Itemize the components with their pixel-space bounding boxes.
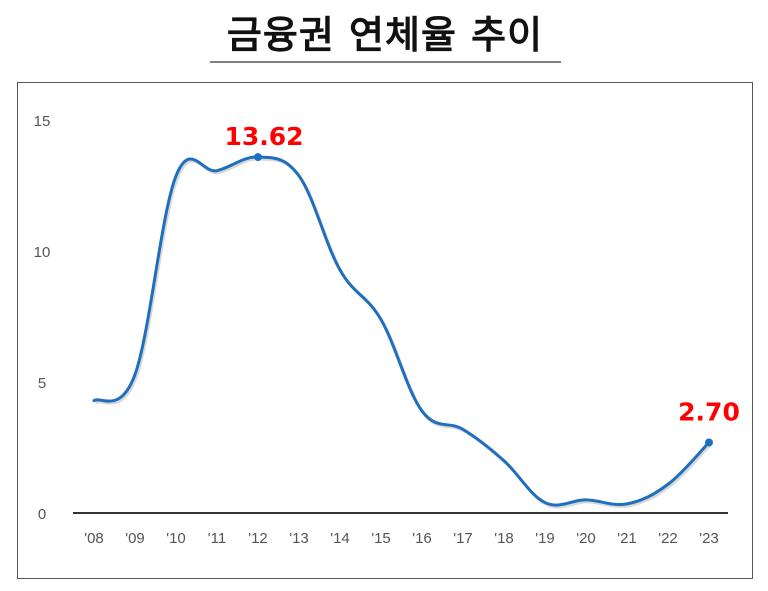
x-tick: '20 [576,530,596,547]
x-tick: '13 [289,530,309,547]
x-tick: '11 [208,530,226,547]
x-tick: '16 [412,530,432,547]
y-tick: 5 [38,375,46,392]
x-tick: '22 [658,530,678,547]
y-tick: 0 [38,506,46,523]
last-value-label: 2.70 [678,397,740,426]
series-line-shadow [94,157,712,509]
x-tick: '18 [494,530,514,547]
y-tick: 15 [34,113,51,130]
peak-marker [254,153,262,162]
title-underline [210,61,561,63]
x-tick: '17 [453,530,473,547]
x-tick: '08 [84,530,104,547]
x-axis: '08 '09 '10 '11 '12 '13 '14 '15 '16 '17 '18 '19 '20 '… [84,530,719,547]
x-tick: '15 [371,530,391,547]
title-area: 금융권 연체율 추이 [0,0,768,70]
x-tick: '21 [617,530,637,547]
x-tick: '23 [699,530,719,547]
series-line [92,155,711,507]
chart-title: 금융권 연체율 추이 [226,13,544,57]
y-tick: 10 [34,244,51,261]
last-marker [705,438,713,447]
x-tick: '14 [330,530,350,547]
x-tick: '19 [535,530,555,547]
peak-value-label: 13.62 [224,122,303,151]
x-tick: '10 [166,530,186,547]
x-tick: '09 [125,530,145,547]
y-axis: 15 10 5 0 [34,113,51,523]
x-tick: '12 [248,530,268,547]
